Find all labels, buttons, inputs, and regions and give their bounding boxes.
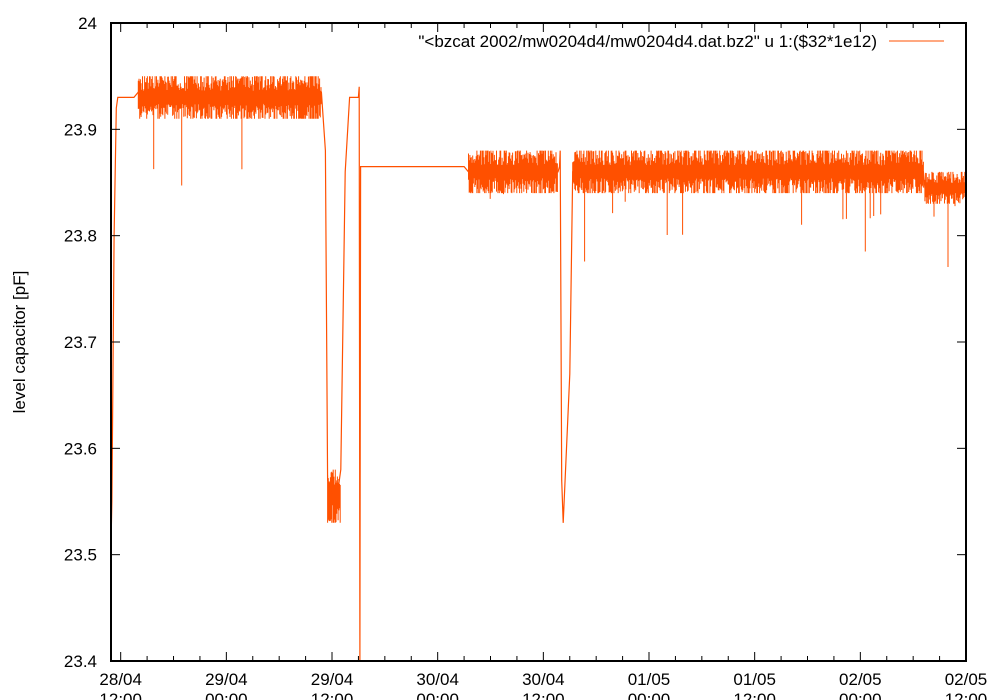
- x-tick-label-date: 30/04: [416, 670, 459, 689]
- y-tick-label: 23.4: [64, 652, 97, 671]
- y-tick-label: 23.9: [64, 120, 97, 139]
- legend-label: "<bzcat 2002/mw0204d4/mw0204d4.dat.bz2" …: [418, 32, 877, 51]
- x-tick-label-time: 00:00: [416, 690, 459, 700]
- y-tick-label: 23.6: [64, 439, 97, 458]
- series-noise-band: [468, 150, 558, 199]
- plot-frame: [110, 22, 967, 662]
- y-tick-label: 23.8: [64, 227, 97, 246]
- x-tick-label-time: 00:00: [628, 690, 671, 700]
- x-tick-label-time: 00:00: [205, 690, 248, 700]
- x-tick-label-date: 02/05: [839, 670, 882, 689]
- y-tick-label: 23.5: [64, 546, 97, 565]
- x-tick-label-date: 01/05: [733, 670, 776, 689]
- series-noise-band: [924, 171, 966, 267]
- x-tick-label-date: 02/05: [945, 670, 988, 689]
- x-tick-label-time: 12:00: [945, 690, 988, 700]
- x-tick-label-date: 29/04: [311, 670, 354, 689]
- series-noise-band: [572, 150, 924, 262]
- x-tick-label-time: 12:00: [733, 690, 776, 700]
- y-axis-label: level capacitor [pF]: [10, 271, 29, 414]
- legend: "<bzcat 2002/mw0204d4/mw0204d4.dat.bz2" …: [418, 32, 944, 51]
- x-tick-label-date: 30/04: [522, 670, 565, 689]
- y-tick-label: 24: [78, 14, 97, 33]
- plot-marks: [110, 76, 966, 662]
- x-tick-label-date: 01/05: [628, 670, 671, 689]
- series-line: [110, 86, 966, 662]
- x-tick-label-time: 00:00: [839, 690, 882, 700]
- x-tick-label-date: 28/04: [99, 670, 142, 689]
- series-noise-band: [137, 76, 322, 186]
- y-tick-label: 23.7: [64, 333, 97, 352]
- x-tick-label-time: 12:00: [311, 690, 354, 700]
- x-tick-label-time: 12:00: [99, 690, 142, 700]
- x-tick-label-time: 12:00: [522, 690, 565, 700]
- x-tick-label-date: 29/04: [205, 670, 248, 689]
- axes: 23.423.523.623.723.823.92428/0412:0029/0…: [64, 14, 987, 700]
